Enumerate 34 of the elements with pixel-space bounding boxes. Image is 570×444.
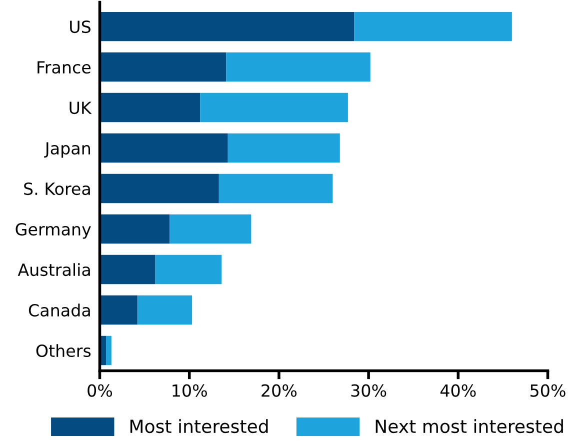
bar (106, 336, 112, 366)
y-tick-label: Canada (28, 304, 90, 317)
bar (100, 214, 170, 244)
bar (100, 92, 200, 122)
y-tick-label: Australia (18, 263, 90, 276)
legend-label: Most interested (130, 419, 268, 434)
bar (137, 295, 192, 325)
bar (100, 174, 219, 204)
bar (155, 254, 222, 284)
x-tick-label: 0% (88, 384, 112, 397)
y-tick-label: Others (36, 344, 91, 358)
y-tick-label: Germany (16, 222, 91, 239)
x-tick-label: 10% (172, 384, 207, 397)
bar (226, 52, 370, 82)
bar (100, 12, 354, 42)
x-tick-label: 20% (262, 384, 297, 397)
x-tick-label: 40% (440, 384, 476, 397)
y-tick-label: S. Korea (24, 182, 90, 196)
bar (218, 174, 333, 204)
bar (354, 12, 512, 42)
y-tick-label: France (38, 61, 91, 74)
x-tick-label: 50% (530, 384, 566, 397)
y-tick-label: US (70, 20, 90, 34)
legend-label: Next most interested (376, 419, 563, 434)
bar (100, 254, 156, 284)
bar (100, 295, 138, 325)
bar (170, 214, 252, 244)
y-tick-label: Japan (44, 142, 90, 158)
bar (200, 92, 348, 122)
y-tick-label: UK (70, 102, 92, 114)
bar (100, 52, 226, 82)
bar (100, 133, 228, 163)
x-tick-label: 30% (351, 384, 386, 397)
bar (228, 133, 340, 163)
